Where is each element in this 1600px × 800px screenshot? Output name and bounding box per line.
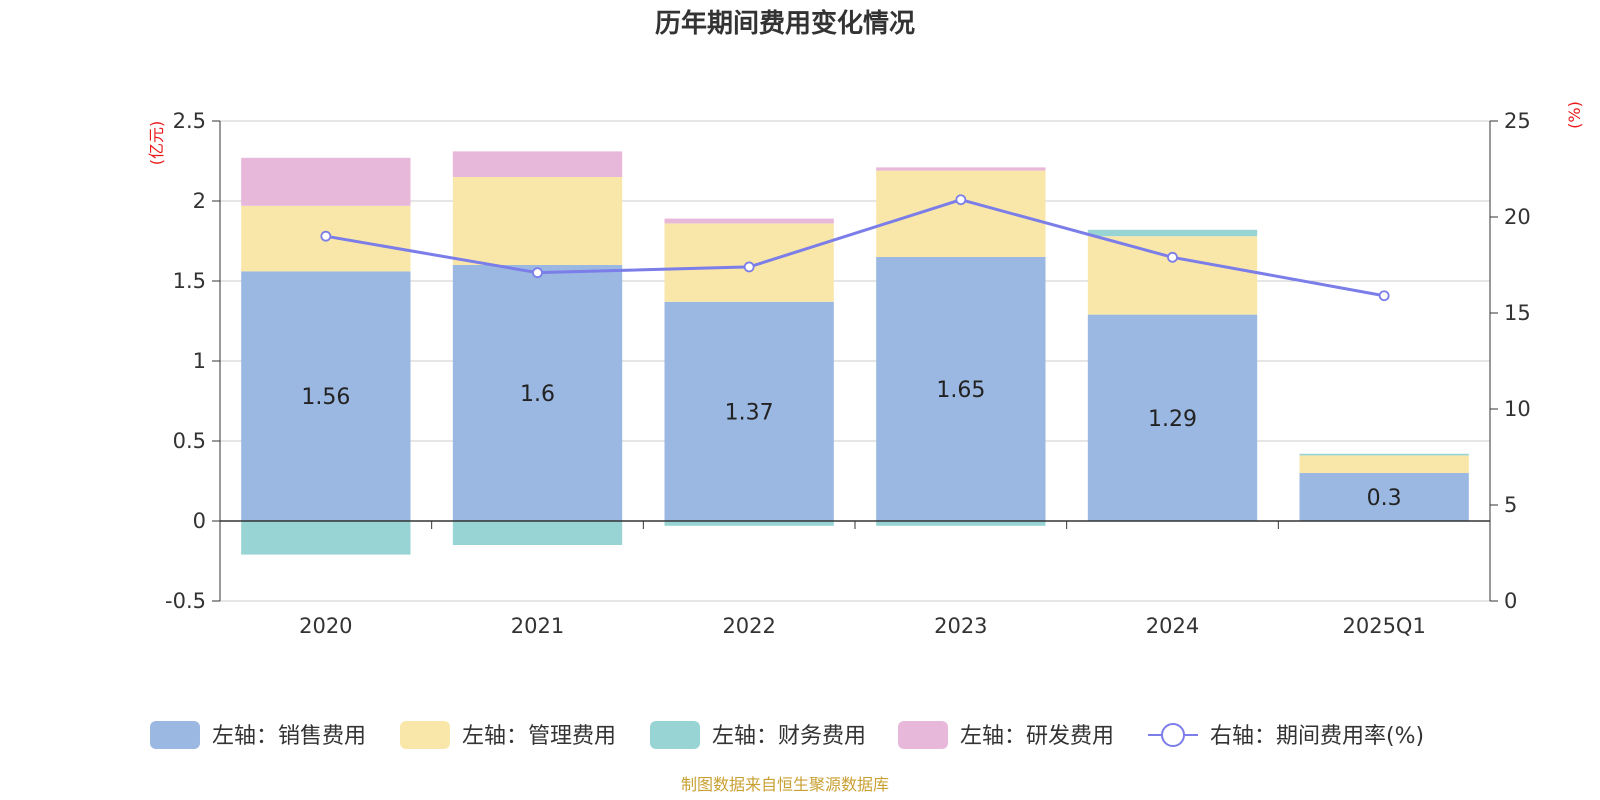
x-axis-label-2023: 2023: [934, 614, 987, 638]
right-axis-tick-label: 0: [1504, 589, 1517, 613]
expense-rate-point-2023: [955, 194, 967, 206]
left-axis-tick-label: 2: [193, 189, 206, 213]
legend-swatch-1: [400, 721, 450, 749]
left-axis-tick-label: -0.5: [165, 589, 206, 613]
bar-data-labels: 1.56 1.6 1.37 1.65 1.29 0.3: [301, 378, 1401, 511]
chart-title: 历年期间费用变化情况: [655, 8, 915, 39]
data-source-note: 制图数据来自恒生聚源数据库: [681, 775, 889, 794]
bar-2023-series-0: [876, 257, 1046, 521]
bar-2024-series-2: [1087, 229, 1258, 237]
x-axis-label-2020: 2020: [299, 614, 352, 638]
legend-swatch-3: [898, 721, 948, 749]
bar-2024-series-0: [1087, 314, 1258, 521]
right-axis-tick-label: 15: [1504, 301, 1531, 325]
expense-rate-polyline: [325, 198, 1385, 298]
bar-2025Q1-series-2: [1299, 453, 1469, 456]
expense-rate-point-2024: [1167, 251, 1178, 263]
legend-label-4: 右轴：期间费用率(%): [1210, 724, 1424, 749]
bar-2023-series-3: [876, 167, 1046, 171]
left-axis-tick-label: 0.5: [173, 429, 206, 453]
bar-2021-series-2: [452, 521, 623, 545]
legend-swatch-0: [150, 721, 200, 749]
bar-2022-series-0: [664, 301, 834, 521]
bar-2024-series-1: [1087, 236, 1258, 315]
bar-value-label-2023: 1.65: [936, 378, 985, 403]
expense-rate-point-2022: [743, 261, 755, 273]
x-axis-label-2021: 2021: [511, 614, 564, 638]
bar-2025Q1-series-1: [1299, 455, 1469, 473]
legend-label-2: 左轴：财务费用: [712, 724, 866, 749]
legend-label-3: 左轴：研发费用: [960, 724, 1114, 749]
legend-label-0: 左轴：销售费用: [212, 724, 366, 749]
bar-value-label-2025Q1: 0.3: [1367, 486, 1402, 511]
left-axis-tick-label: 0: [193, 509, 206, 533]
x-axis-label-2024: 2024: [1146, 614, 1199, 638]
bar-value-label-2021: 1.6: [520, 382, 555, 407]
legend: 左轴：销售费用 左轴：管理费用 左轴：财务费用 左轴：研发费用 右轴：期间费用率(%): [150, 721, 1424, 749]
expense-rate-point-2020: [320, 230, 332, 242]
x-axis-label-2022: 2022: [722, 614, 775, 638]
bar-2020-series-2: [241, 521, 411, 555]
left-axis-tick-label: 1.5: [173, 269, 206, 293]
bar-2020-series-0: [241, 271, 411, 521]
bar-2021-series-3: [452, 151, 623, 177]
left-axis-tick-label: 1: [193, 349, 206, 373]
legend-swatch-2: [650, 721, 700, 749]
bar-2021-series-0: [452, 265, 623, 521]
expense-rate-line: [320, 194, 1390, 302]
bar-2023-series-2: [876, 521, 1046, 526]
right-axis-tick-label: 10: [1504, 397, 1531, 421]
bar-2022-series-2: [664, 521, 834, 526]
left-axis-tick-label: 2.5: [173, 109, 206, 133]
right-axis-tick-label: 25: [1504, 109, 1531, 133]
bar-2022-series-3: [664, 218, 834, 224]
legend-line-marker: [1161, 723, 1185, 747]
x-axis-ticks: 2020 2021 2022 2023 2024 2025Q1: [299, 614, 1426, 638]
bar-series: [241, 151, 1469, 555]
right-axis-tick-label: 20: [1504, 205, 1531, 229]
expense-rate-point-2025Q1: [1378, 290, 1390, 302]
bar-2025Q1-series-0: [1299, 473, 1469, 521]
bar-value-label-2020: 1.56: [301, 385, 350, 410]
bar-value-label-2024: 1.29: [1148, 407, 1197, 432]
bar-2021-series-1: [452, 177, 623, 265]
right-axis-tick-label: 5: [1504, 493, 1517, 517]
right-axis-unit: (%): [1565, 101, 1584, 129]
x-axis-label-2025Q1: 2025Q1: [1342, 614, 1425, 638]
expense-rate-point-2021: [532, 267, 543, 279]
bar-2023-series-1: [876, 170, 1046, 257]
legend-label-1: 左轴：管理费用: [462, 724, 616, 749]
bar-value-label-2022: 1.37: [725, 400, 774, 425]
left-axis-unit: (亿元): [147, 121, 166, 166]
bar-2020-series-3: [241, 157, 411, 206]
left-axis-ticks: -0.5 0 0.5 1 1.5 2 2.5: [165, 109, 220, 613]
right-axis-ticks: 0 5 10 15 20 25: [1490, 109, 1531, 613]
